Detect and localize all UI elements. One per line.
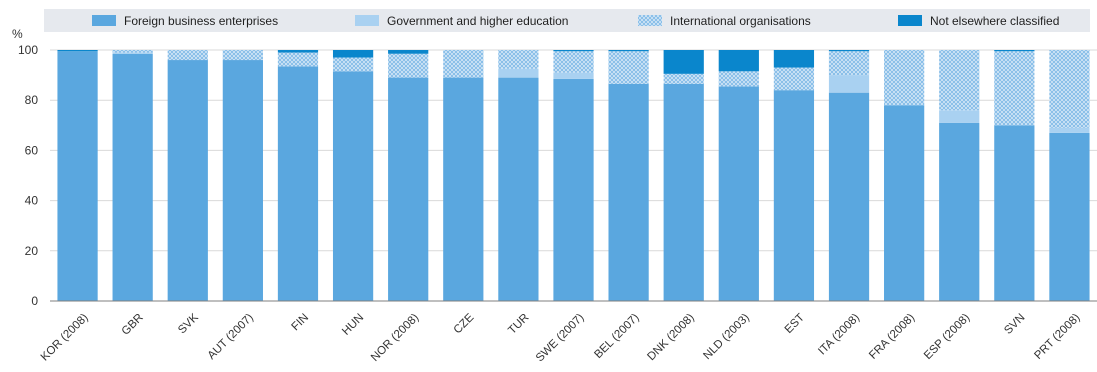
legend-label: Government and higher education [387,14,568,28]
x-tick-label: CZE [452,311,477,336]
bar-segment [553,51,594,73]
bar-segment [498,50,539,69]
bar-segment [608,50,649,52]
bar-segment [828,92,870,301]
y-tick-label: 20 [25,244,39,258]
bar-segment [222,50,263,61]
x-tick-label: NLD (2003) [701,312,752,363]
legend-background [44,9,1090,32]
bar-segment [112,52,153,54]
bar-segment [608,51,649,84]
bar-segment [994,50,1035,52]
bar-segment [773,67,815,91]
legend-label: Foreign business enterprises [124,14,278,28]
bar-segment [939,122,980,301]
x-axis: KOR (2008) GBR SVK AUT (2007) FIN HUN NOR (200… [39,300,1097,365]
bar-segment [663,83,704,301]
x-tick-label: TUR [506,312,531,337]
bar-segment [57,51,98,301]
bar-segment [167,60,208,301]
bar-segment [939,110,980,123]
x-tick-label: SVN [1002,312,1027,337]
bar-segment [388,53,429,78]
bar-segment [388,77,429,301]
bar-segment [663,50,704,74]
bar-segment [277,50,319,53]
bar-segment [773,50,815,68]
legend-swatch [638,15,662,26]
x-tick-label: DNK (2008) [645,312,697,364]
bar-segment [553,72,594,79]
bars [57,50,1090,302]
x-tick-label: KOR (2008) [39,312,91,364]
legend-label: Not elsewhere classified [930,14,1059,28]
legend: Foreign business enterprises Government a… [44,9,1090,32]
y-tick-label: 60 [25,143,39,157]
bar-segment [167,50,208,61]
bar-segment [57,50,98,52]
x-tick-label: GBR [120,312,146,338]
bar-segment [277,52,319,67]
x-tick-label: HUN [340,312,366,338]
legend-swatch [898,15,922,26]
bar-segment [608,83,649,301]
bar-segment [277,66,319,301]
legend-swatch [355,15,379,26]
bar-segment [828,75,870,93]
bar-segment [332,71,374,301]
x-tick-label: AUT (2007) [206,312,256,362]
y-tick-label: 40 [25,194,39,208]
bar-segment [388,50,429,54]
bar-segment [718,86,759,302]
bar-segment [553,78,594,302]
bar-segment [884,105,925,301]
x-tick-label: SWE (2007) [534,312,587,365]
bar-segment [994,125,1035,301]
y-tick-label: 80 [25,93,39,107]
legend-swatch [92,15,116,26]
bar-segment [443,50,484,78]
x-tick-label: BEL (2007) [592,312,641,361]
bar-segment [718,71,759,87]
bar-segment [884,50,925,106]
bar-segment [332,57,374,72]
bar-segment [332,50,374,58]
x-tick-label: SVK [176,311,201,336]
y-tick-label: 0 [31,294,38,308]
x-tick-label: PRT (2008) [1032,312,1082,362]
x-tick-label: FRA (2008) [867,312,917,362]
bar-segment [994,51,1035,126]
bar-segment [1049,127,1090,133]
bar-segment [718,50,759,72]
bar-segment [112,50,153,53]
legend-label: International organisations [670,14,811,28]
bar-segment [773,90,815,301]
bar-segment [222,60,263,301]
bar-segment [443,77,484,301]
y-axis-label: % [12,27,23,41]
y-axis: 0 20 40 60 80 100% [12,27,38,308]
x-tick-label: EST [783,312,807,336]
bar-segment [498,77,539,301]
x-tick-label: ITA (2008) [816,312,862,358]
bar-segment [663,73,704,84]
bar-segment [1049,132,1090,301]
bar-segment [553,50,594,52]
y-tick-label: 100 [18,43,38,57]
x-tick-label: FIN [290,312,312,334]
x-tick-label: NOR (2008) [369,312,421,364]
x-tick-label: ESP (2008) [922,312,972,362]
bar-segment [828,51,870,76]
bar-segment [828,50,870,52]
bar-segment [498,68,539,78]
bar-segment [939,50,980,111]
bar-segment [112,53,153,301]
bar-segment [1049,50,1090,128]
